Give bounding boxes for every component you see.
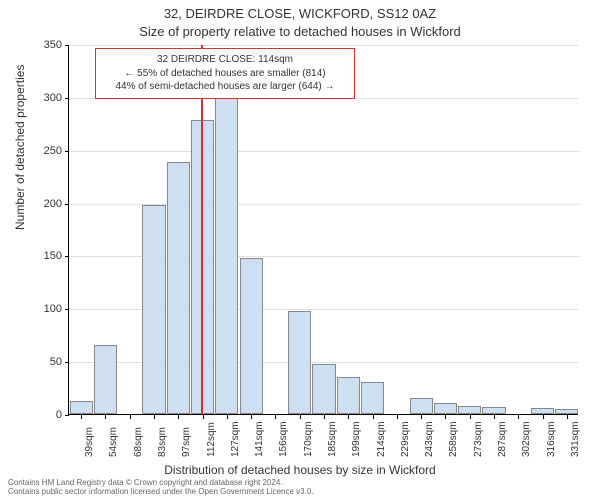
xtick-mark	[373, 415, 374, 419]
histogram-bar	[215, 97, 238, 414]
xtick-mark	[154, 415, 155, 419]
gridline	[69, 45, 579, 46]
annotation-line-2: ← 55% of detached houses are smaller (81…	[102, 67, 348, 81]
histogram-bar	[555, 409, 578, 414]
xtick-mark	[518, 415, 519, 419]
xtick-mark	[227, 415, 228, 419]
histogram-bar	[337, 377, 360, 414]
ytick-label: 150	[22, 250, 62, 262]
histogram-bar	[240, 258, 263, 414]
xtick-mark	[251, 415, 252, 419]
ytick-label: 200	[22, 198, 62, 210]
xtick-mark	[397, 415, 398, 419]
histogram-bar	[312, 364, 335, 414]
xtick-label: 83sqm	[157, 427, 168, 457]
xtick-label: 243sqm	[424, 421, 435, 457]
histogram-bar	[167, 162, 190, 414]
xtick-label: 258sqm	[448, 421, 459, 457]
xtick-label: 273sqm	[473, 421, 484, 457]
histogram-bar	[434, 403, 457, 414]
xtick-mark	[275, 415, 276, 419]
xtick-mark	[567, 415, 568, 419]
xtick-mark	[324, 415, 325, 419]
histogram-bar	[410, 398, 433, 414]
footer-attribution: Contains HM Land Registry data © Crown c…	[8, 478, 314, 497]
xtick-label: 302sqm	[521, 421, 532, 457]
ytick-mark	[65, 98, 69, 99]
xtick-mark	[178, 415, 179, 419]
xtick-mark	[348, 415, 349, 419]
histogram-bar	[94, 345, 117, 414]
histogram-bar	[70, 401, 93, 414]
xtick-mark	[81, 415, 82, 419]
xtick-label: 331sqm	[570, 421, 581, 457]
xtick-label: 156sqm	[278, 421, 289, 457]
xtick-mark	[105, 415, 106, 419]
footer-line-1: Contains HM Land Registry data © Crown c…	[8, 478, 314, 488]
histogram-bar	[288, 311, 311, 414]
ytick-mark	[65, 151, 69, 152]
xtick-label: 127sqm	[230, 421, 241, 457]
xtick-label: 287sqm	[497, 421, 508, 457]
ytick-mark	[65, 256, 69, 257]
ytick-mark	[65, 45, 69, 46]
xtick-label: 54sqm	[108, 427, 119, 457]
histogram-bar	[482, 407, 505, 414]
xtick-mark	[130, 415, 131, 419]
ytick-mark	[65, 415, 69, 416]
ytick-label: 300	[22, 92, 62, 104]
xtick-label: 170sqm	[303, 421, 314, 457]
xtick-mark	[494, 415, 495, 419]
annotation-line-1: 32 DEIRDRE CLOSE: 114sqm	[102, 53, 348, 67]
annotation-box: 32 DEIRDRE CLOSE: 114sqm ← 55% of detach…	[95, 48, 355, 99]
property-size-chart: 32, DEIRDRE CLOSE, WICKFORD, SS12 0AZ Si…	[0, 0, 600, 500]
ytick-label: 350	[22, 39, 62, 51]
xtick-label: 141sqm	[254, 421, 265, 457]
chart-subtitle: Size of property relative to detached ho…	[0, 24, 600, 39]
xtick-label: 68sqm	[133, 427, 144, 457]
ytick-label: 0	[22, 409, 62, 421]
plot-area: 05010015020025030035039sqm54sqm68sqm83sq…	[68, 45, 578, 415]
xtick-label: 316sqm	[546, 421, 557, 457]
xtick-label: 39sqm	[84, 427, 95, 457]
ytick-mark	[65, 309, 69, 310]
ytick-mark	[65, 204, 69, 205]
xtick-mark	[300, 415, 301, 419]
histogram-bar	[531, 408, 554, 414]
footer-line-2: Contains public sector information licen…	[8, 487, 314, 497]
xtick-label: 229sqm	[400, 421, 411, 457]
xtick-mark	[445, 415, 446, 419]
xtick-label: 214sqm	[376, 421, 387, 457]
ytick-mark	[65, 362, 69, 363]
histogram-bar	[361, 382, 384, 414]
x-axis-label: Distribution of detached houses by size …	[0, 463, 600, 477]
histogram-bar	[142, 205, 165, 414]
xtick-mark	[203, 415, 204, 419]
xtick-mark	[421, 415, 422, 419]
chart-title: 32, DEIRDRE CLOSE, WICKFORD, SS12 0AZ	[0, 6, 600, 21]
plot-inner	[68, 45, 578, 415]
ytick-label: 100	[22, 303, 62, 315]
annotation-line-3: 44% of semi-detached houses are larger (…	[102, 80, 348, 94]
xtick-label: 97sqm	[181, 427, 192, 457]
xtick-mark	[543, 415, 544, 419]
gridline	[69, 151, 579, 152]
histogram-bar	[458, 406, 481, 414]
ytick-label: 250	[22, 145, 62, 157]
xtick-mark	[470, 415, 471, 419]
property-marker-line	[201, 45, 203, 414]
xtick-label: 185sqm	[327, 421, 338, 457]
xtick-label: 199sqm	[351, 421, 362, 457]
xtick-label: 112sqm	[206, 422, 217, 457]
ytick-label: 50	[22, 356, 62, 368]
